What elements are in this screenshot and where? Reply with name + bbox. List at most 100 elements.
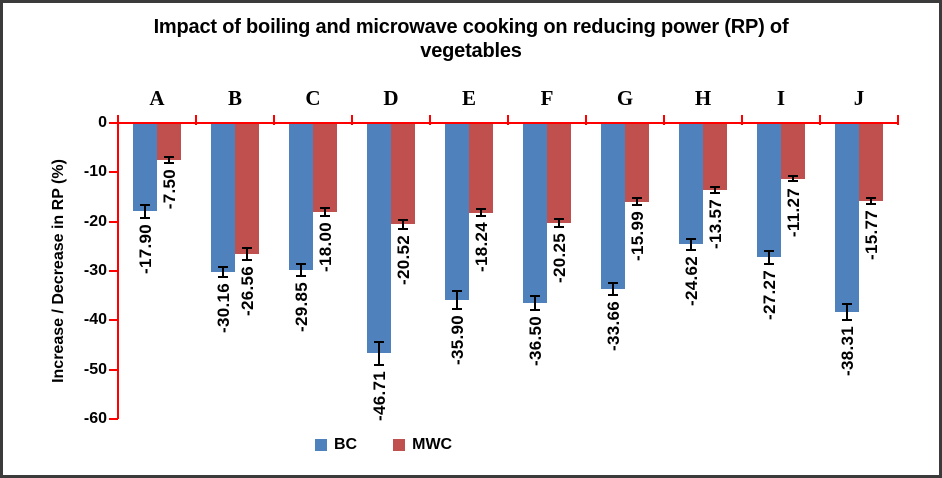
category-label-g: G [616,86,634,110]
error-bar-bc-f [530,294,540,312]
error-bar-bc-j [842,302,852,321]
bar-bc-a [133,123,157,212]
data-label-text: -18.24 [471,222,491,273]
error-bar-part [866,196,876,199]
error-bar-part [530,294,540,297]
error-bar-mwc-a [164,156,174,164]
category-label-d: D [383,86,399,110]
error-bar-part [164,156,174,159]
category-label-c: C [305,86,321,110]
error-bar-part [300,263,302,278]
error-bar-part [632,197,642,200]
x-axis-tick [741,115,743,125]
data-label-text: -11.27 [783,187,803,237]
error-bar-part [768,250,770,265]
bar-mwc-h [703,123,727,190]
error-bar-mwc-j [866,196,876,205]
error-bar-part [452,307,462,310]
data-label-mwc-g: -15.99 [628,211,679,261]
legend-swatch-bc [315,439,327,451]
bar-bc-i [757,123,781,258]
data-label-bc-h: -24.62 [682,256,733,306]
legend-item-mwc: MWC [393,437,452,453]
bar-mwc-g [625,123,649,202]
error-bar-part [242,246,252,249]
error-bar-mwc-g [632,197,642,207]
bar-mwc-j [859,123,883,201]
error-bar-part [168,156,170,164]
data-label-bc-c: -29.85 [292,282,343,332]
error-bar-bc-e [452,290,462,310]
bar-mwc-a [157,123,181,160]
bar-bc-g [601,123,625,289]
y-tick-label-0: 0 [98,114,107,131]
error-bar-mwc-i [788,174,798,183]
bar-mwc-d [391,123,415,225]
bar-bc-c [289,123,313,271]
error-bar-part [554,225,564,228]
x-axis-tick [819,115,821,125]
error-bar-mwc-e [476,208,486,218]
data-label-mwc-f: -20.25 [550,233,601,283]
chart-title: Impact of boiling and microwave cooking … [153,16,789,62]
bar-mwc-i [781,123,805,179]
error-bar-bc-i [764,250,774,265]
data-label-text: -15.99 [627,211,647,262]
data-label-bc-j: -38.31 [838,326,889,376]
x-axis-tick [273,115,275,125]
x-axis-tick [117,115,119,125]
error-bar-part [636,197,638,207]
x-axis-line [118,122,898,124]
y-tick-label-neg10: -10 [83,163,107,181]
x-axis-tick [195,115,197,125]
data-label-text: -17.90 [135,223,155,274]
error-bar-part [296,263,306,266]
error-bar-part [764,262,774,265]
error-bar-part [632,204,642,207]
data-label-bc-d: -46.71 [370,371,421,421]
error-bar-part [554,217,564,220]
error-bar-part [320,206,330,209]
error-bar-bc-h [686,237,696,251]
data-label-text: -38.31 [837,325,857,376]
data-label-text: -24.62 [681,255,701,306]
error-bar-bc-b [218,265,228,278]
error-bar-mwc-b [242,246,252,262]
error-bar-part [144,203,146,219]
data-label-mwc-b: -26.56 [238,266,289,316]
error-bar-part [842,318,852,321]
bar-mwc-b [235,123,259,254]
error-bar-part [140,203,150,206]
error-bar-part [788,180,798,183]
y-tick-label-neg60: -60 [83,409,107,427]
error-bar-part [534,294,536,312]
error-bar-part [374,340,384,343]
error-bar-bc-d [374,340,384,366]
bar-mwc-f [547,123,571,223]
error-bar-part [842,302,852,305]
legend-label-mwc: MWC [412,436,453,453]
y-tick-label-neg30: -30 [83,261,107,279]
y-axis-tick [109,122,118,124]
data-label-mwc-e: -18.24 [472,222,523,272]
category-label-i: I [776,86,786,110]
data-label-text: -29.85 [291,282,311,333]
y-axis-tick [109,269,118,272]
error-bar-part [792,174,794,183]
legend-label-bc: BC [334,436,358,453]
data-label-bc-f: -36.50 [526,316,577,366]
error-bar-part [398,227,408,230]
y-tick-label-neg50: -50 [83,360,107,378]
data-label-text: -30.16 [213,282,233,333]
error-bar-mwc-c [320,206,330,217]
data-label-text: -20.25 [549,232,569,283]
error-bar-part [164,161,174,164]
error-bar-part [218,275,228,278]
data-label-text: -20.52 [393,234,413,285]
category-label-b: B [227,86,242,110]
data-label-text: -27.27 [759,269,779,320]
legend-item-bc: BC [315,437,357,453]
data-label-text: -15.77 [861,209,881,260]
error-bar-part [558,217,560,228]
y-axis-tick [109,417,118,420]
